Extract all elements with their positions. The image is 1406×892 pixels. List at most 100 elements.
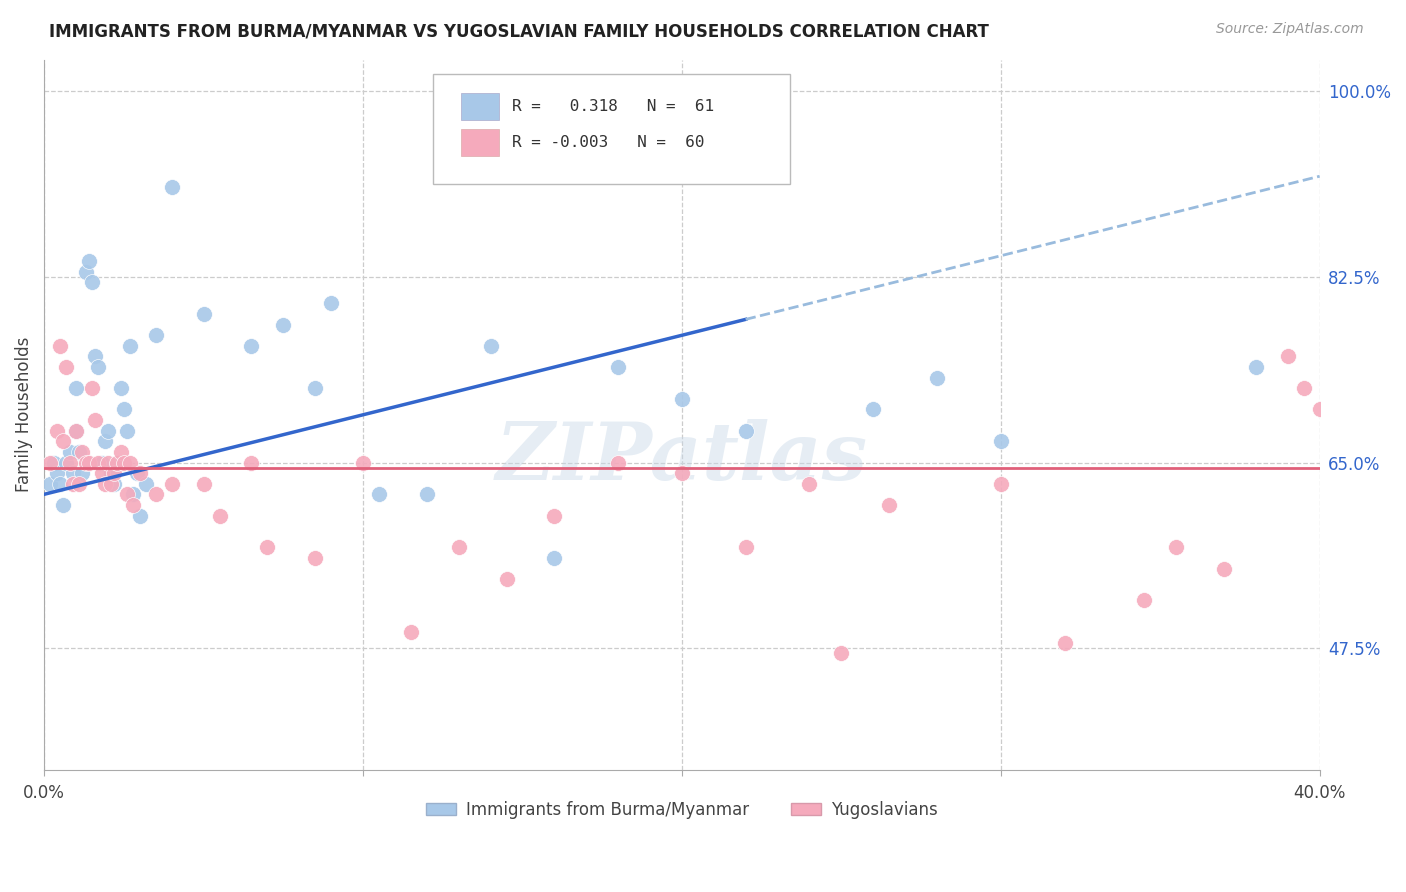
- Point: [271, 318, 294, 332]
- Point: [84, 350, 107, 364]
- Point: [1309, 402, 1331, 417]
- Point: [319, 296, 342, 310]
- Point: [97, 456, 120, 470]
- Point: [107, 456, 129, 470]
- Point: [368, 487, 391, 501]
- Point: [67, 445, 90, 459]
- Point: [59, 456, 82, 470]
- Point: [65, 381, 87, 395]
- Point: [128, 508, 150, 523]
- Legend: Immigrants from Burma/Myanmar, Yugoslavians: Immigrants from Burma/Myanmar, Yugoslavi…: [419, 794, 945, 826]
- Point: [1133, 593, 1156, 607]
- Point: [122, 487, 145, 501]
- Point: [87, 360, 110, 375]
- Point: [990, 434, 1012, 449]
- Point: [112, 402, 135, 417]
- Point: [80, 381, 103, 395]
- Point: [1292, 381, 1315, 395]
- Point: [62, 476, 84, 491]
- Point: [110, 445, 132, 459]
- Point: [67, 476, 90, 491]
- Point: [90, 456, 112, 470]
- Point: [75, 456, 97, 470]
- Point: [145, 328, 167, 343]
- Point: [80, 275, 103, 289]
- Point: [52, 498, 75, 512]
- Point: [93, 476, 115, 491]
- Text: Source: ZipAtlas.com: Source: ZipAtlas.com: [1216, 22, 1364, 37]
- Point: [145, 487, 167, 501]
- Point: [55, 456, 77, 470]
- Point: [59, 445, 82, 459]
- Point: [62, 466, 84, 480]
- Point: [352, 456, 374, 470]
- Point: [112, 456, 135, 470]
- Point: [72, 445, 94, 459]
- Point: [120, 339, 142, 353]
- Point: [72, 466, 94, 480]
- FancyBboxPatch shape: [433, 74, 790, 184]
- Point: [115, 424, 138, 438]
- Point: [160, 179, 183, 194]
- Point: [495, 572, 517, 586]
- Point: [103, 476, 125, 491]
- Point: [115, 487, 138, 501]
- Point: [990, 476, 1012, 491]
- Point: [256, 541, 278, 555]
- Point: [77, 456, 100, 470]
- Point: [97, 424, 120, 438]
- Point: [49, 476, 72, 491]
- Point: [84, 413, 107, 427]
- Point: [1166, 541, 1188, 555]
- Point: [734, 541, 756, 555]
- Point: [125, 466, 148, 480]
- Point: [93, 434, 115, 449]
- Point: [107, 456, 129, 470]
- Point: [1213, 561, 1236, 575]
- Point: [734, 424, 756, 438]
- Point: [45, 424, 67, 438]
- Point: [45, 466, 67, 480]
- FancyBboxPatch shape: [461, 93, 499, 120]
- Point: [90, 466, 112, 480]
- Point: [240, 339, 263, 353]
- Text: R = -0.003   N =  60: R = -0.003 N = 60: [512, 135, 704, 150]
- Point: [671, 392, 693, 406]
- Point: [1053, 636, 1076, 650]
- Point: [160, 476, 183, 491]
- Point: [65, 424, 87, 438]
- Point: [830, 646, 852, 660]
- Point: [416, 487, 439, 501]
- Point: [925, 370, 948, 384]
- Point: [543, 550, 565, 565]
- Point: [1277, 350, 1299, 364]
- Text: IMMIGRANTS FROM BURMA/MYANMAR VS YUGOSLAVIAN FAMILY HOUSEHOLDS CORRELATION CHART: IMMIGRANTS FROM BURMA/MYANMAR VS YUGOSLA…: [49, 22, 988, 40]
- Point: [1244, 360, 1267, 375]
- Point: [122, 498, 145, 512]
- Point: [304, 381, 326, 395]
- Y-axis label: Family Households: Family Households: [15, 337, 32, 492]
- Text: R =   0.318   N =  61: R = 0.318 N = 61: [512, 99, 714, 114]
- Point: [120, 456, 142, 470]
- Point: [877, 498, 900, 512]
- Point: [862, 402, 884, 417]
- Point: [128, 466, 150, 480]
- Point: [39, 456, 62, 470]
- Point: [447, 541, 470, 555]
- Point: [479, 339, 502, 353]
- Point: [77, 254, 100, 268]
- Point: [135, 476, 157, 491]
- Point: [607, 456, 630, 470]
- Point: [75, 265, 97, 279]
- Point: [49, 339, 72, 353]
- Point: [65, 424, 87, 438]
- Point: [39, 476, 62, 491]
- Point: [52, 434, 75, 449]
- Point: [55, 360, 77, 375]
- Point: [304, 550, 326, 565]
- Point: [240, 456, 263, 470]
- Text: ZIPatlas: ZIPatlas: [496, 418, 868, 496]
- Point: [208, 508, 231, 523]
- Point: [42, 456, 65, 470]
- Point: [103, 466, 125, 480]
